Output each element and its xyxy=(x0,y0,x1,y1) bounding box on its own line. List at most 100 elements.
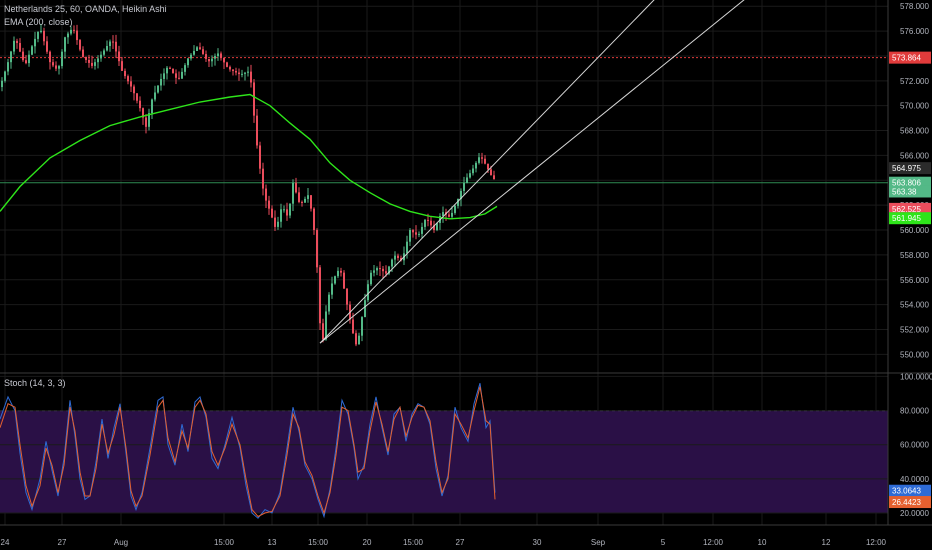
candle-body xyxy=(343,272,345,289)
candle-body xyxy=(13,40,15,52)
candle-body xyxy=(154,92,156,100)
candle-body xyxy=(304,198,306,203)
candle-body xyxy=(94,62,96,66)
candle-body xyxy=(28,54,30,64)
candle-body xyxy=(124,70,126,77)
candle-body xyxy=(226,62,228,67)
candle-body xyxy=(295,182,297,193)
candle-body xyxy=(127,76,129,82)
candle-body xyxy=(112,41,114,43)
candle-body xyxy=(493,175,495,180)
candle-body xyxy=(16,40,18,44)
candle-body xyxy=(469,173,471,178)
candle-body xyxy=(379,268,381,270)
candle-body xyxy=(397,255,399,258)
price-tag-label: 564.975 xyxy=(892,164,921,173)
candle-body xyxy=(373,270,375,273)
candle-body xyxy=(259,145,261,169)
candle-body xyxy=(313,208,315,231)
candle-body xyxy=(376,268,378,271)
trend-line xyxy=(319,0,745,344)
candle-body xyxy=(406,241,408,254)
candle-body xyxy=(475,162,477,169)
price-axis-tick-label: 554.000 xyxy=(900,301,929,310)
candle-body xyxy=(103,50,105,55)
candle-body xyxy=(355,333,357,345)
candle-body xyxy=(115,41,117,52)
candle-body xyxy=(481,157,483,159)
stoch-axis-tick-label: 60.0000 xyxy=(900,441,929,450)
candle-body xyxy=(448,214,450,217)
price-axis-tick-label: 556.000 xyxy=(900,276,929,285)
stoch-indicator-label: Stoch (14, 3, 3) xyxy=(4,378,66,388)
candle-body xyxy=(460,190,462,199)
candle-body xyxy=(394,255,396,260)
candle-body xyxy=(67,33,69,38)
candle-body xyxy=(229,66,231,70)
stoch-axis-tick-label: 20.0000 xyxy=(900,509,929,518)
candle-body xyxy=(79,40,81,50)
candle-body xyxy=(181,71,183,79)
stoch-value-tag-label: 26.4423 xyxy=(892,498,921,507)
candle-body xyxy=(334,276,336,284)
candle-body xyxy=(391,259,393,267)
candle-body xyxy=(139,100,141,109)
candle-body xyxy=(184,65,186,72)
candle-body xyxy=(268,200,270,209)
candle-body xyxy=(463,182,465,191)
candle-body xyxy=(289,203,291,216)
x-tick-label: Aug xyxy=(114,538,128,547)
candle-body xyxy=(142,108,144,118)
x-tick-label: 30 xyxy=(533,538,542,547)
candle-body xyxy=(412,230,414,233)
symbol-title: Netherlands 25, 60, OANDA, Heikin Ashi xyxy=(4,4,167,14)
candle-body xyxy=(172,68,174,74)
stoch-value-tag xyxy=(889,496,931,509)
candle-body xyxy=(97,58,99,63)
candle-body xyxy=(292,182,294,204)
candle-body xyxy=(238,72,240,75)
candle-body xyxy=(478,157,480,163)
x-tick-label: 12:00 xyxy=(866,538,887,547)
stoch-axis-tick-label: 100.0000 xyxy=(900,372,932,381)
price-axis-tick-label: 578.000 xyxy=(900,2,929,11)
candle-body xyxy=(145,117,147,127)
candle-body xyxy=(274,217,276,227)
candle-body xyxy=(22,51,24,61)
candle-body xyxy=(367,284,369,301)
candle-body xyxy=(73,29,75,31)
x-tick-label: 13 xyxy=(268,538,277,547)
candle-body xyxy=(37,31,39,39)
candle-body xyxy=(193,50,195,55)
ema-line xyxy=(0,93,498,220)
candle-body xyxy=(427,219,429,221)
candle-body xyxy=(58,66,60,69)
candle-body xyxy=(433,225,435,231)
x-tick-label: 12:00 xyxy=(703,538,724,547)
stoch-axis-tick-label: 80.0000 xyxy=(900,407,929,416)
candle-body xyxy=(130,81,132,87)
candle-body xyxy=(187,58,189,66)
candle-body xyxy=(1,80,3,88)
candle-body xyxy=(70,29,72,34)
candle-body xyxy=(451,212,453,217)
candle-body xyxy=(76,30,78,41)
candle-body xyxy=(271,208,273,218)
candle-body xyxy=(442,212,444,217)
candle-body xyxy=(490,169,492,176)
candle-body xyxy=(4,71,6,81)
candle-body xyxy=(40,30,42,32)
candle-body xyxy=(205,54,207,59)
trend-line xyxy=(319,0,655,344)
x-tick-label: 15:00 xyxy=(214,538,235,547)
candle-body xyxy=(157,85,159,93)
price-axis-tick-label: 560.000 xyxy=(900,226,929,235)
candle-body xyxy=(250,71,252,83)
candle-body xyxy=(175,73,177,78)
candle-body xyxy=(46,41,48,52)
x-tick-label: 27 xyxy=(58,538,67,547)
candle-body xyxy=(436,223,438,231)
x-tick-label: 15:00 xyxy=(403,538,424,547)
price-tag-label: 563.806 xyxy=(892,179,921,188)
